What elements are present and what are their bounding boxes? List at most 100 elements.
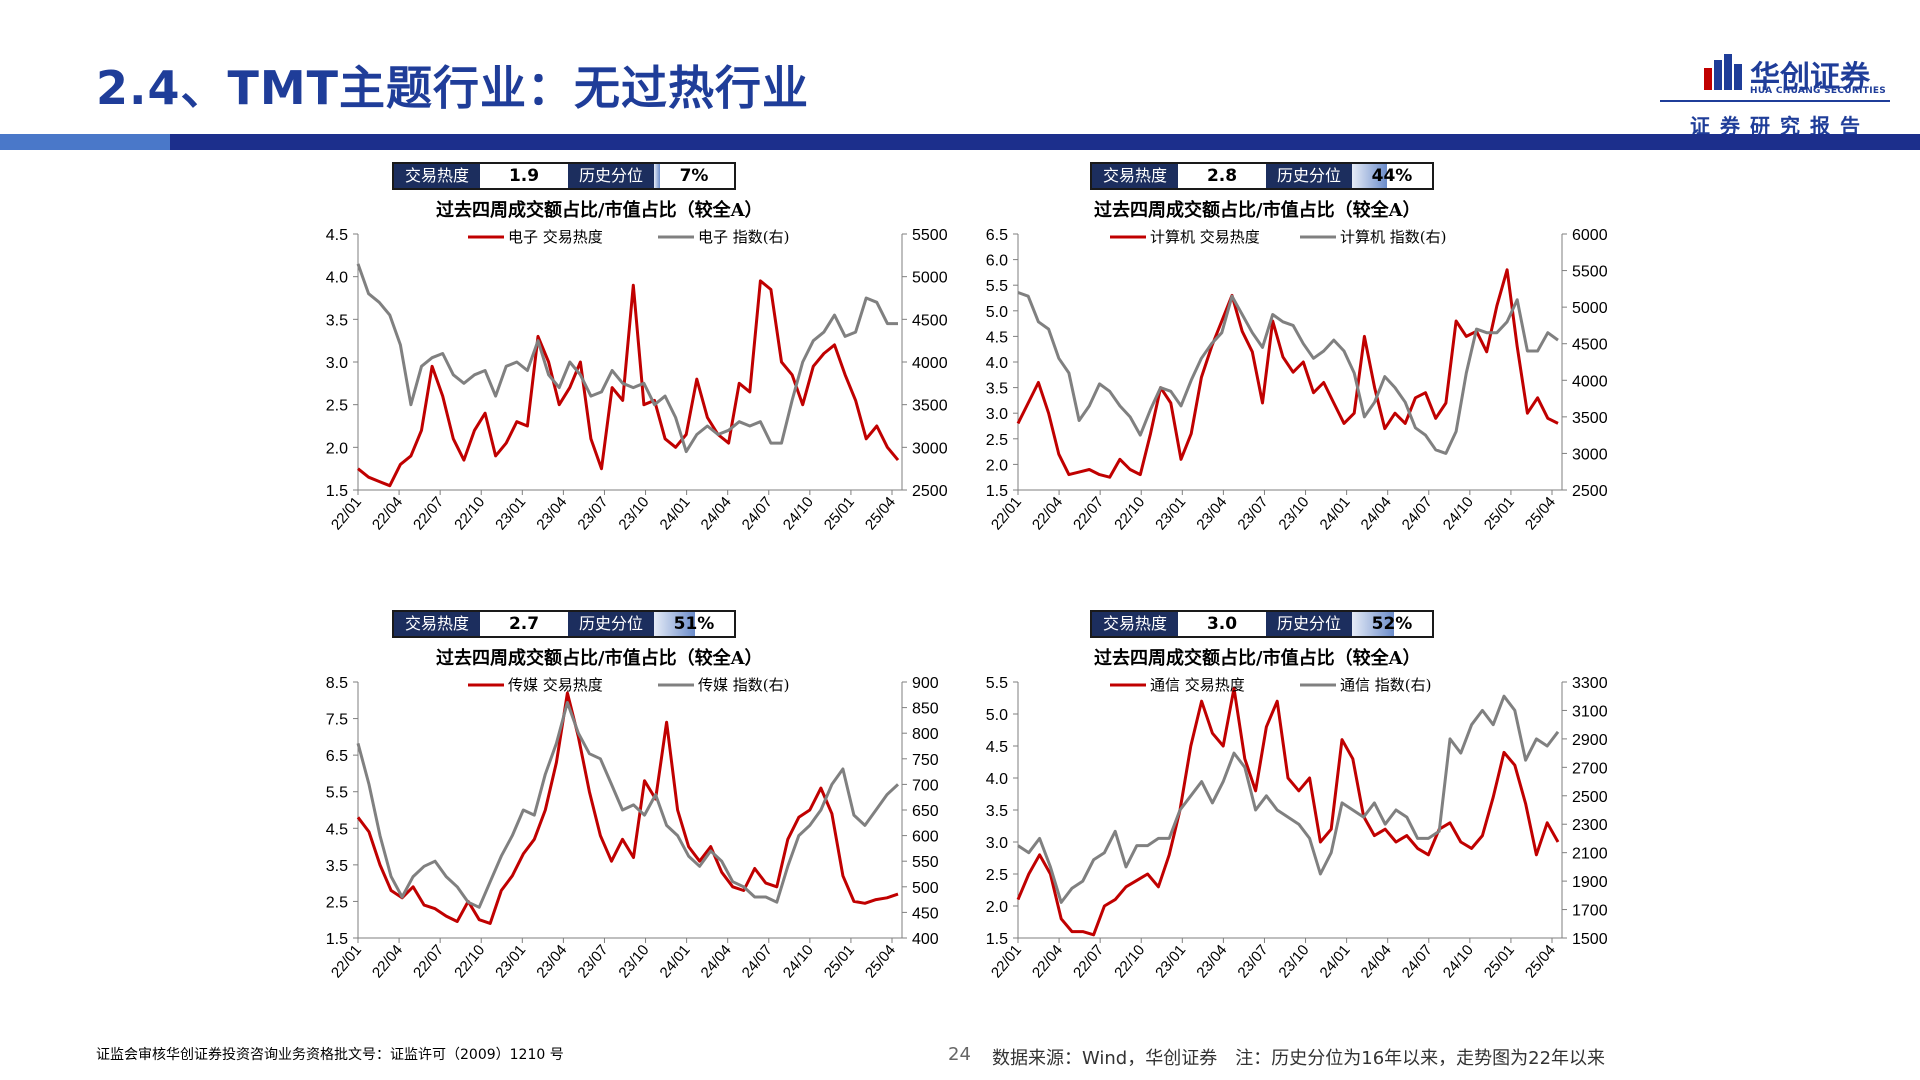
x-tick-label: 24/04 xyxy=(698,942,735,982)
right-tick-label: 3300 xyxy=(1572,675,1608,692)
x-tick-label: 23/07 xyxy=(574,942,611,982)
right-tick-label: 550 xyxy=(912,854,939,871)
heat-series-line xyxy=(1016,268,1559,479)
heat-series-line xyxy=(1016,686,1560,937)
heat-series-line xyxy=(356,691,899,925)
page-title: 2.4、TMT主题行业：无过热行业 xyxy=(96,61,810,115)
legend-heat-label: 通信 交易热度 xyxy=(1150,676,1245,694)
x-tick-label: 24/04 xyxy=(1358,494,1395,534)
percentile-fill xyxy=(1352,164,1388,188)
left-tick-label: 3.5 xyxy=(326,858,348,875)
x-tick-label: 24/01 xyxy=(1317,494,1354,534)
percentile-label: 历史分位 xyxy=(568,612,654,636)
right-tick-label: 400 xyxy=(912,931,939,948)
right-tick-label: 1500 xyxy=(1572,931,1608,948)
heat-indicator: 交易热度 2.7 历史分位 51% xyxy=(392,610,736,638)
chart-panel-computer: 交易热度 2.8 历史分位 44% 过去四周成交额占比/市值占比（较全A） 6.5 6.0 5… xyxy=(960,162,1720,582)
line-chart: 4.5 4.0 3.5 3.0 2.5 2.0 1.5 5500 5000 4500 4000 350… xyxy=(326,227,948,534)
x-tick-label: 23/07 xyxy=(1234,942,1271,982)
index-series-line xyxy=(1017,291,1559,455)
right-tick-label: 4500 xyxy=(1572,337,1608,354)
right-tick-label: 850 xyxy=(912,701,939,718)
left-tick-label: 2.5 xyxy=(326,894,348,911)
right-tick-label: 5000 xyxy=(1572,300,1608,317)
right-tick-label: 2100 xyxy=(1572,846,1608,863)
right-tick-label: 650 xyxy=(912,803,939,820)
percentile-fill xyxy=(654,612,695,636)
right-tick-label: 900 xyxy=(912,675,939,692)
x-tick-label: 22/07 xyxy=(410,494,447,534)
right-tick-label: 700 xyxy=(912,777,939,794)
x-tick-label: 23/07 xyxy=(1234,494,1271,534)
left-tick-label: 5.5 xyxy=(986,675,1008,692)
x-tick-label: 24/07 xyxy=(1399,494,1436,534)
x-tick-label: 24/04 xyxy=(698,494,735,534)
right-tick-label: 4500 xyxy=(912,312,948,329)
right-tick-label: 4000 xyxy=(1572,373,1608,390)
x-tick-label: 25/04 xyxy=(1522,494,1559,534)
x-tick-label: 23/01 xyxy=(492,942,529,982)
left-tick-label: 5.5 xyxy=(326,785,348,802)
x-tick-label: 22/07 xyxy=(410,942,447,982)
left-tick-label: 3.0 xyxy=(326,355,348,372)
x-tick-label: 25/01 xyxy=(1481,942,1518,982)
x-tick-label: 22/10 xyxy=(1111,942,1148,982)
legend-heat-label: 电子 交易热度 xyxy=(508,228,603,246)
x-tick-label: 22/10 xyxy=(451,494,488,534)
chart-title: 过去四周成交额占比/市值占比（较全A） xyxy=(1094,200,1421,221)
x-tick-label: 22/04 xyxy=(369,494,406,534)
left-tick-label: 2.5 xyxy=(986,432,1008,449)
heat-value: 2.8 xyxy=(1206,166,1238,186)
left-tick-label: 2.0 xyxy=(986,899,1008,916)
percentile-label: 历史分位 xyxy=(1266,612,1352,636)
x-tick-label: 22/04 xyxy=(369,942,406,982)
logo-chinese-name: 华创证券 xyxy=(1750,60,1870,95)
line-chart: 6.5 6.0 5.5 5.0 4.5 4.0 3.5 3.0 2.5 2.0 1.5 6000 550… xyxy=(986,227,1608,534)
left-tick-label: 4.5 xyxy=(326,821,348,838)
x-tick-label: 24/10 xyxy=(780,942,817,982)
left-tick-label: 3.5 xyxy=(986,803,1008,820)
right-tick-label: 500 xyxy=(912,880,939,897)
x-tick-label: 24/07 xyxy=(739,942,776,982)
x-tick-label: 24/01 xyxy=(1317,942,1354,982)
x-tick-label: 22/10 xyxy=(1111,494,1148,534)
footer-license: 证监会审核华创证券投资咨询业务资格批文号：证监许可（2009）1210 号 xyxy=(96,1047,564,1063)
legend-index-label: 计算机 指数(右) xyxy=(1340,228,1446,246)
left-tick-label: 4.5 xyxy=(326,227,348,244)
left-tick-label: 4.0 xyxy=(326,270,348,287)
line-chart: 8.5 7.5 6.5 5.5 4.5 3.5 2.5 1.5 900 850 800 750 700 6… xyxy=(326,675,939,982)
x-tick-label: 23/04 xyxy=(1193,942,1230,982)
right-tick-label: 800 xyxy=(912,726,939,743)
right-tick-label: 2700 xyxy=(1572,760,1608,777)
percentile-bar: 51% xyxy=(654,612,734,636)
percentile-value: 44% xyxy=(1371,166,1413,186)
x-tick-label: 23/04 xyxy=(533,494,570,534)
footer-source-note: 数据来源：Wind，华创证券 注：历史分位为16年以来，走势图为22年以来 xyxy=(992,1048,1606,1069)
x-tick-label: 24/10 xyxy=(780,494,817,534)
heat-indicator: 交易热度 3.0 历史分位 52% xyxy=(1090,610,1434,638)
percentile-fill xyxy=(1352,612,1394,636)
percentile-label: 历史分位 xyxy=(568,164,654,188)
x-tick-label: 23/10 xyxy=(615,494,652,534)
percentile-bar: 52% xyxy=(1352,612,1432,636)
percentile-bar: 7% xyxy=(654,164,734,188)
x-tick-label: 24/10 xyxy=(1440,494,1477,534)
index-series-line xyxy=(356,701,900,909)
left-tick-label: 3.0 xyxy=(986,406,1008,423)
x-tick-label: 25/01 xyxy=(1481,494,1518,534)
header-band-accent xyxy=(0,134,170,150)
left-tick-label: 6.0 xyxy=(986,253,1008,270)
x-tick-label: 22/07 xyxy=(1070,942,1107,982)
left-tick-label: 2.0 xyxy=(986,457,1008,474)
logo-english-name: HUA CHUANG SECURITIES xyxy=(1750,86,1887,96)
line-chart: 5.5 5.0 4.5 4.0 3.5 3.0 2.5 2.0 1.5 3300 3100 2900 2… xyxy=(986,675,1608,982)
right-tick-label: 3000 xyxy=(912,440,948,457)
left-tick-label: 4.0 xyxy=(986,355,1008,372)
x-tick-label: 25/01 xyxy=(821,494,858,534)
x-tick-label: 24/07 xyxy=(1399,942,1436,982)
right-tick-label: 3500 xyxy=(912,398,948,415)
left-tick-label: 2.0 xyxy=(326,440,348,457)
left-tick-label: 5.5 xyxy=(986,278,1008,295)
chart-title: 过去四周成交额占比/市值占比（较全A） xyxy=(1094,648,1421,669)
heat-label: 交易热度 xyxy=(394,612,480,636)
